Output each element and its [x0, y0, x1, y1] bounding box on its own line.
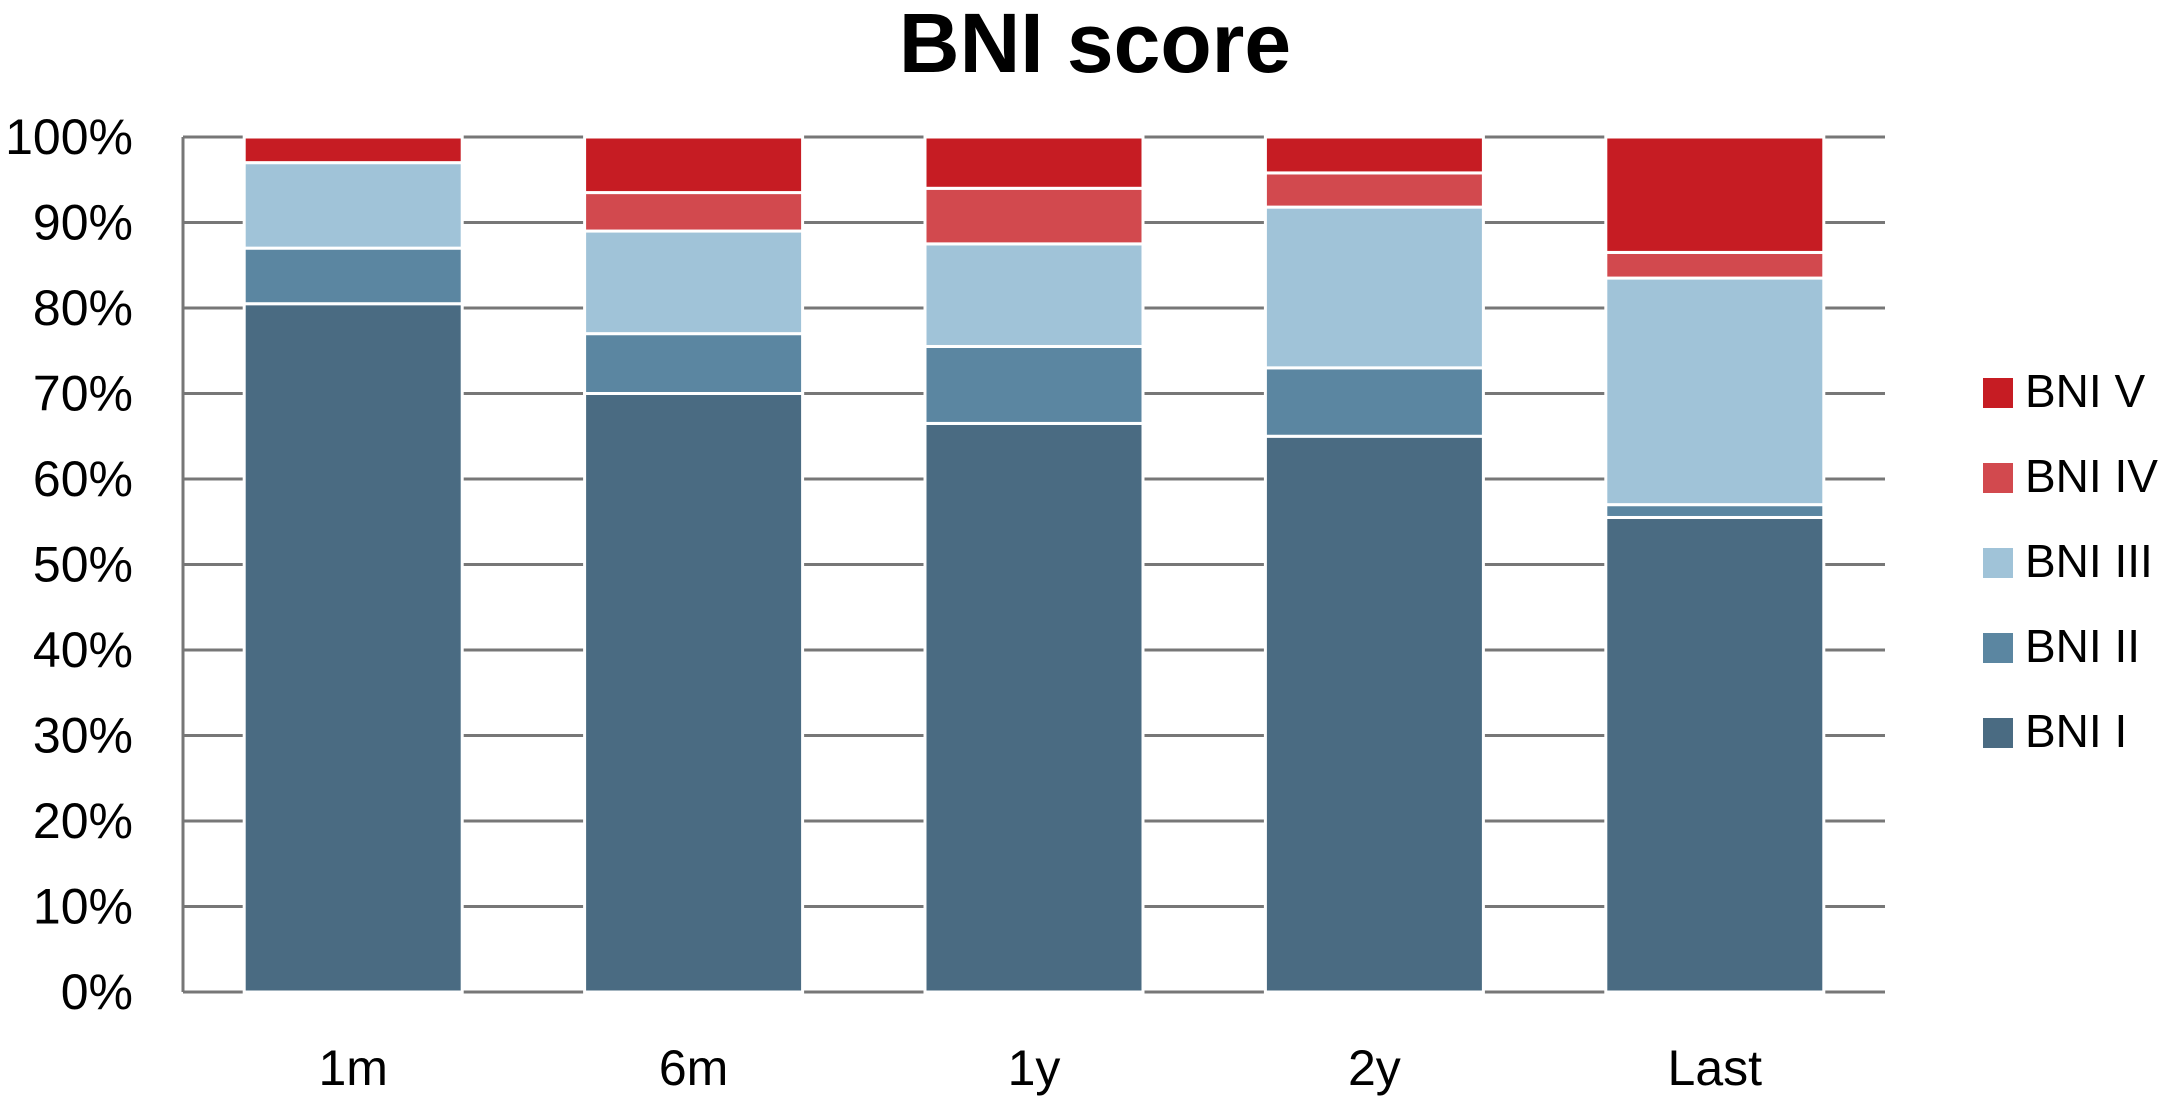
y-tick-label: 30%: [33, 708, 133, 764]
bar-segment: [583, 135, 805, 195]
bar-segment: [1604, 515, 1826, 994]
bar-segment: [923, 186, 1145, 246]
y-tick-label: 0%: [61, 964, 133, 1020]
y-tick-label: 70%: [33, 366, 133, 422]
legend-label: BNI IV: [2025, 450, 2158, 502]
legend-label: BNI V: [2025, 365, 2145, 417]
bar-segment: [923, 242, 1145, 348]
bar-segment: [1263, 205, 1485, 370]
x-tick-label: 6m: [659, 1040, 728, 1096]
y-tick-label: 100%: [5, 109, 133, 165]
x-tick-label: Last: [1668, 1040, 1763, 1096]
bar-segment: [1263, 434, 1485, 994]
legend-label: BNI III: [2025, 535, 2153, 587]
y-tick-label: 20%: [33, 793, 133, 849]
legend-swatch: [1983, 548, 2013, 578]
bar-segment: [1604, 135, 1826, 254]
bar-segment: [242, 161, 464, 250]
bar-segment: [1263, 171, 1485, 209]
bar-segment: [923, 421, 1145, 994]
bar-segment: [1604, 276, 1826, 507]
bar-segment: [923, 344, 1145, 425]
bar-segment: [923, 135, 1145, 190]
legend: BNI V BNI IV BNI III BNI II BNI I: [1983, 365, 2158, 757]
bar-segment: [242, 302, 464, 994]
bar-segment: [583, 392, 805, 994]
bar-segment: [583, 191, 805, 233]
bars: [242, 135, 1826, 994]
bar-segment: [1263, 366, 1485, 438]
y-tick-label: 40%: [33, 622, 133, 678]
bar-segment: [242, 135, 464, 165]
legend-label: BNI II: [2025, 620, 2140, 672]
chart-title: BNI score: [899, 0, 1291, 90]
y-tick-label: 50%: [33, 537, 133, 593]
bar-segment: [242, 246, 464, 306]
y-tick-label: 10%: [33, 879, 133, 935]
legend-swatch: [1983, 463, 2013, 493]
y-axis-ticks: 0% 10% 20% 30% 40% 50% 60% 70% 80% 90% 100%: [5, 109, 133, 1020]
bar-segment: [1263, 135, 1485, 175]
x-tick-label: 1y: [1008, 1040, 1061, 1096]
bar-segment: [1604, 250, 1826, 280]
legend-swatch: [1983, 633, 2013, 663]
legend-swatch: [1983, 378, 2013, 408]
x-axis-ticks: 1m 6m 1y 2y Last: [318, 1040, 1762, 1096]
legend-swatch: [1983, 718, 2013, 748]
x-tick-label: 2y: [1348, 1040, 1401, 1096]
x-tick-label: 1m: [318, 1040, 387, 1096]
bar-segment: [1604, 503, 1826, 519]
y-tick-label: 80%: [33, 280, 133, 336]
y-tick-label: 60%: [33, 451, 133, 507]
legend-label: BNI I: [2025, 705, 2127, 757]
y-tick-label: 90%: [33, 195, 133, 251]
bar-segment: [583, 229, 805, 336]
bar-segment: [583, 332, 805, 395]
